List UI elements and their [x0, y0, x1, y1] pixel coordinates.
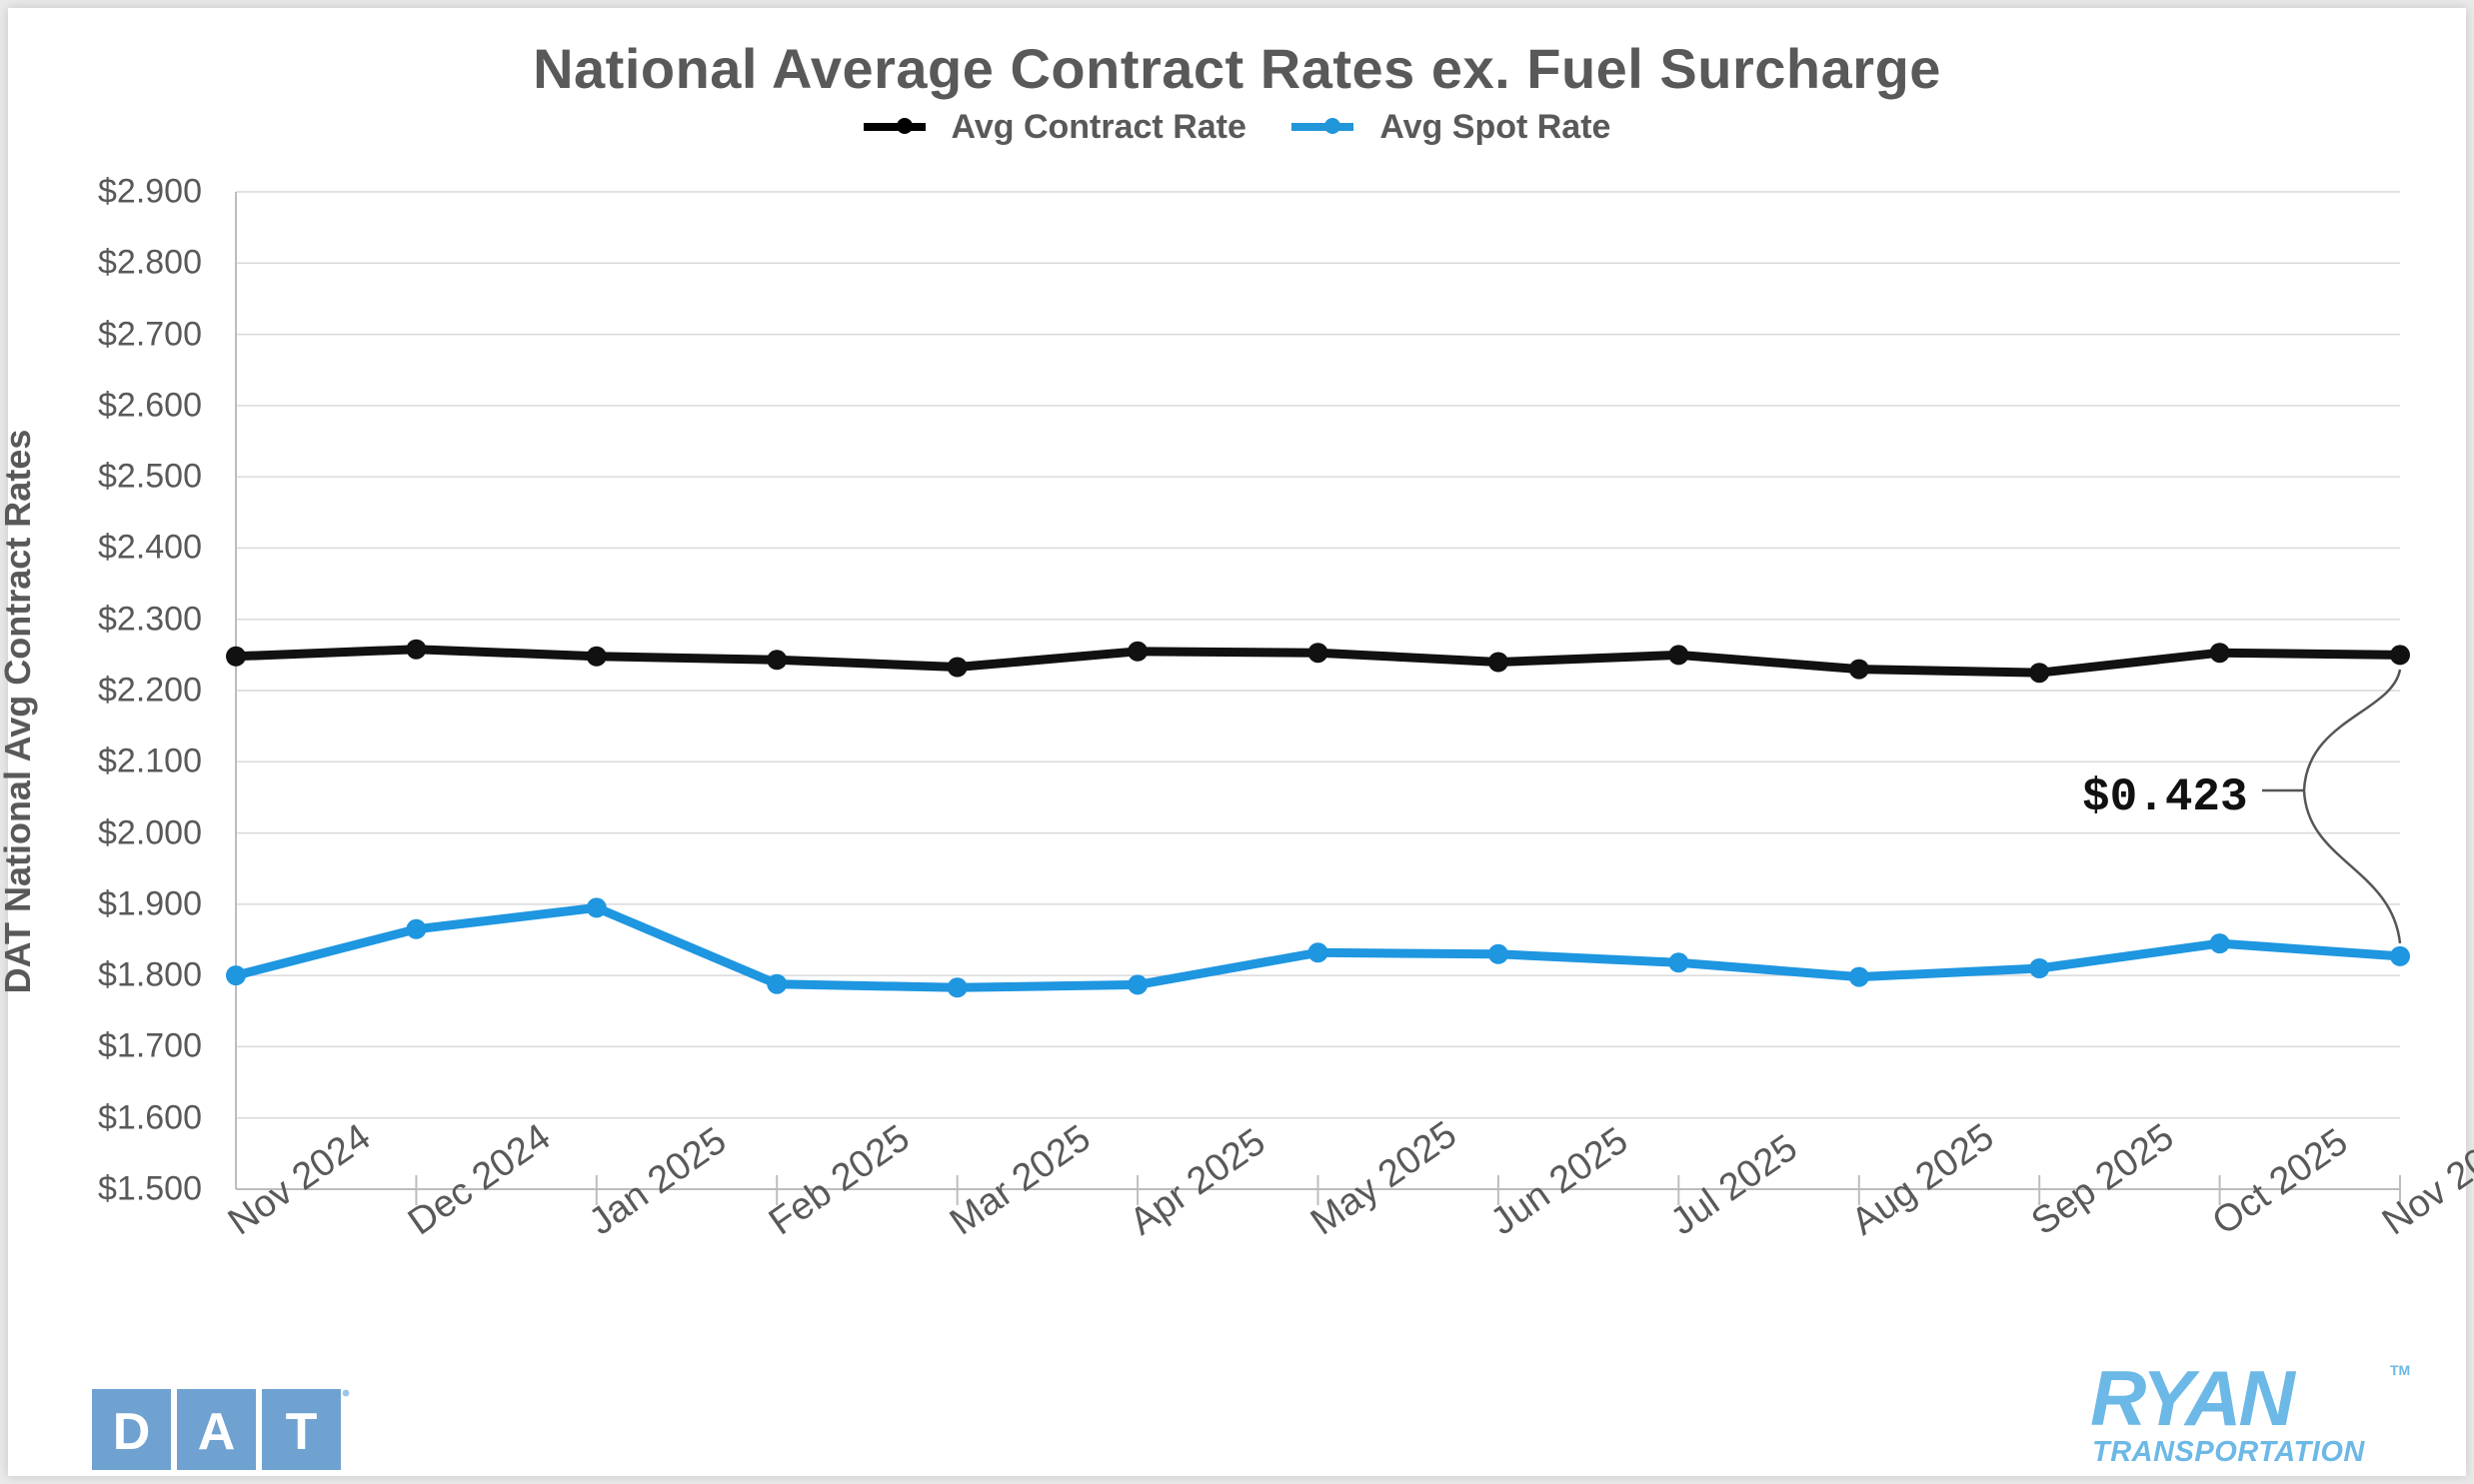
svg-text:T: T [286, 1403, 318, 1461]
svg-text:D: D [113, 1403, 151, 1461]
svg-text:TM: TM [2390, 1362, 2410, 1378]
svg-text:TRANSPORTATION: TRANSPORTATION [2092, 1436, 2365, 1468]
svg-text:RYAN: RYAN [2090, 1355, 2296, 1442]
svg-text:A: A [198, 1403, 236, 1461]
